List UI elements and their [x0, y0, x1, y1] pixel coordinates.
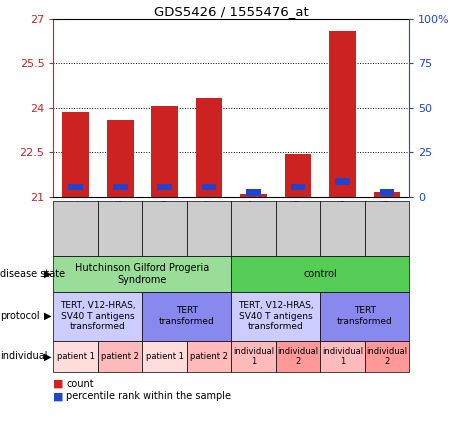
Bar [113, 184, 127, 190]
Text: individual: individual [0, 352, 47, 361]
Text: individual
1: individual 1 [322, 347, 363, 366]
Text: control: control [303, 269, 337, 279]
Text: patient 2: patient 2 [190, 352, 228, 361]
Bar [157, 184, 172, 190]
Bar [62, 113, 89, 197]
Bar [196, 98, 222, 197]
Text: ▶: ▶ [44, 352, 51, 361]
Bar [285, 154, 312, 197]
Text: TERT
transformed: TERT transformed [159, 307, 215, 326]
Bar [107, 120, 133, 197]
Text: individual
2: individual 2 [366, 347, 407, 366]
Bar [246, 189, 261, 195]
Bar [329, 31, 356, 197]
Text: patient 1: patient 1 [146, 352, 184, 361]
Bar [202, 184, 216, 190]
Bar [373, 192, 400, 197]
Bar [379, 189, 394, 195]
Text: Hutchinson Gilford Progeria
Syndrome: Hutchinson Gilford Progeria Syndrome [75, 263, 210, 285]
Text: disease state: disease state [0, 269, 65, 279]
Text: ■: ■ [53, 391, 64, 401]
Text: protocol: protocol [0, 311, 40, 321]
Text: ▶: ▶ [44, 269, 51, 279]
Bar [151, 107, 178, 197]
Text: patient 1: patient 1 [57, 352, 95, 361]
Text: TERT, V12-HRAS,
SV40 T antigens
transformed: TERT, V12-HRAS, SV40 T antigens transfor… [60, 301, 136, 331]
Text: individual
2: individual 2 [278, 347, 319, 366]
Bar [335, 179, 350, 185]
Bar [68, 184, 83, 190]
Text: patient 2: patient 2 [101, 352, 139, 361]
Bar [291, 184, 306, 190]
Text: TERT, V12-HRAS,
SV40 T antigens
transformed: TERT, V12-HRAS, SV40 T antigens transfor… [238, 301, 313, 331]
Bar [240, 194, 267, 197]
Text: ▶: ▶ [44, 311, 51, 321]
Text: ■: ■ [53, 379, 64, 389]
Title: GDS5426 / 1555476_at: GDS5426 / 1555476_at [154, 5, 309, 18]
Text: count: count [66, 379, 94, 389]
Text: percentile rank within the sample: percentile rank within the sample [66, 391, 232, 401]
Text: individual
1: individual 1 [233, 347, 274, 366]
Text: TERT
transformed: TERT transformed [337, 307, 392, 326]
